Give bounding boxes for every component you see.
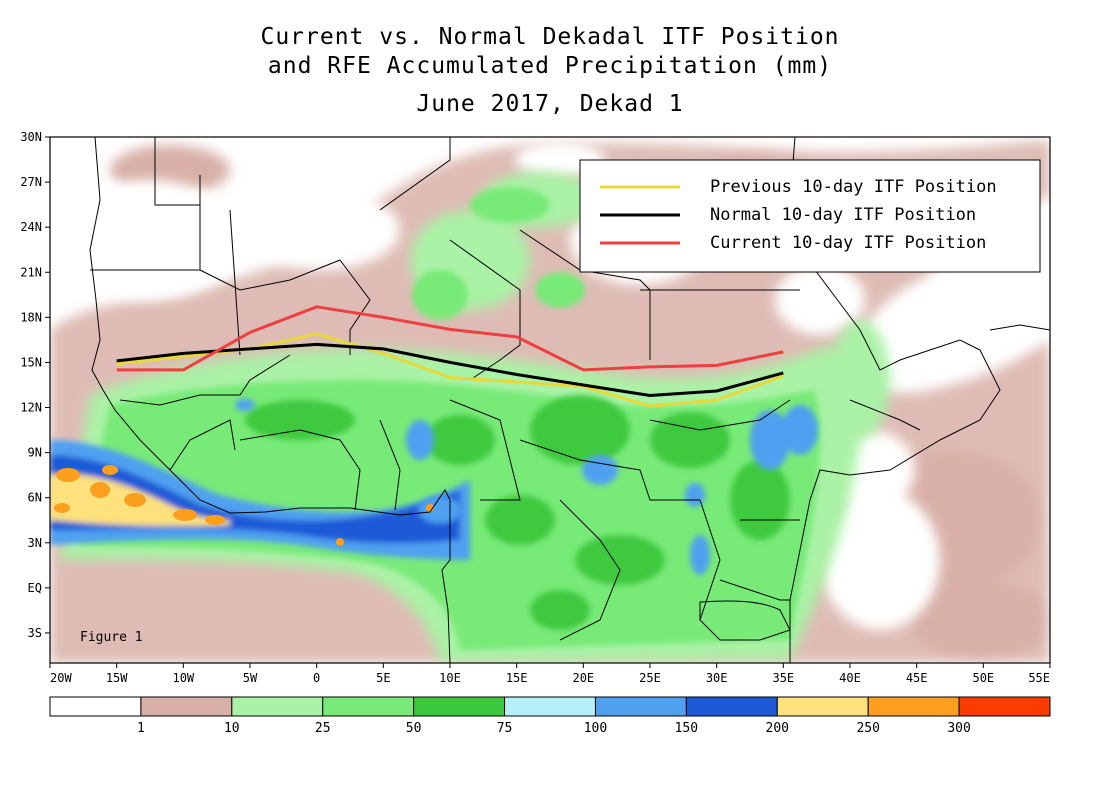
lon-tick-label: 10W: [172, 671, 194, 685]
lat-tick-label: EQ: [28, 581, 42, 595]
colorbar-swatch: [867, 696, 960, 717]
lon-tick-label: 20E: [572, 671, 594, 685]
colorbar-label: 200: [766, 721, 789, 736]
latitude-axis: 30N 27N 24N 21N 18N 15N 12N 9N 6N 3N EQ 3S: [20, 130, 50, 640]
colorbar-label: 150: [675, 721, 698, 736]
colorbar-swatch: [776, 696, 869, 717]
map-title-line2: and RFE Accumulated Precipitation (mm): [267, 53, 833, 79]
lon-tick-label: 20W: [50, 671, 72, 685]
lat-tick-label: 3S: [28, 626, 42, 640]
lon-tick-label: 0: [313, 671, 320, 685]
lon-tick-label: 5W: [243, 671, 258, 685]
lon-tick-label: 10E: [439, 671, 461, 685]
colorbar-swatch: [322, 696, 415, 717]
colorbar-swatch: [958, 696, 1051, 717]
legend-label-previous: Previous 10-day ITF Position: [710, 177, 997, 197]
colorbar-swatch: [140, 696, 233, 717]
colorbar-label: 75: [497, 721, 513, 736]
lat-tick-label: 30N: [20, 130, 42, 144]
legend-label-current: Current 10-day ITF Position: [710, 233, 986, 253]
colorbar-swatch: [504, 696, 596, 717]
colorbar-label: 25: [315, 721, 331, 736]
colorbar-swatch: [594, 696, 687, 717]
figure-label: Figure 1: [80, 630, 143, 645]
colorbar-label: 50: [406, 721, 422, 736]
precip-colorbar: 1 10 25 50 75 100 150 200 250 300: [49, 696, 1051, 736]
lat-tick-label: 15N: [20, 355, 42, 369]
longitude-axis: 20W 15W 10W 5W 0 5E 10E 15E 20E 25E 30E 35E 40E 45E 50…: [49, 663, 1051, 685]
country-borders: [89, 137, 1050, 663]
itf-line-previous: [116, 332, 784, 408]
map-title-line1: Current vs. Normal Dekadal ITF Position: [260, 24, 840, 50]
colorbar-label: 300: [947, 721, 970, 736]
lon-tick-label: 25E: [639, 671, 661, 685]
itf-lines: [116, 305, 784, 408]
colorbar-label: 100: [584, 721, 607, 736]
colorbar-label: 10: [224, 721, 240, 736]
lon-tick-label: 50E: [972, 671, 994, 685]
lat-tick-label: 12N: [20, 401, 42, 415]
lat-tick-label: 21N: [20, 265, 42, 279]
itf-line-current: [116, 305, 784, 372]
map-frame: [49, 136, 1051, 664]
itf-legend: Previous 10-day ITF Position Normal 10-d…: [579, 159, 1041, 273]
lat-tick-label: 9N: [28, 446, 42, 460]
lon-tick-label: 45E: [906, 671, 928, 685]
lon-tick-label: 40E: [839, 671, 861, 685]
lon-tick-label: 30E: [706, 671, 728, 685]
lon-tick-label: 15E: [506, 671, 528, 685]
itf-line-normal: [116, 342, 784, 397]
lat-tick-label: 6N: [28, 491, 42, 505]
lon-tick-label: 15W: [106, 671, 128, 685]
colorbar-swatch: [49, 696, 142, 717]
colorbar-swatch: [413, 696, 506, 717]
colorbar-swatch: [231, 696, 324, 717]
map-title-date: June 2017, Dekad 1: [416, 91, 684, 117]
lon-tick-label: 35E: [772, 671, 794, 685]
colorbar-swatch: [685, 696, 778, 717]
lon-tick-label: 5E: [376, 671, 390, 685]
lat-tick-label: 18N: [20, 310, 42, 324]
lat-tick-label: 27N: [20, 175, 42, 189]
colorbar-label: 250: [856, 721, 879, 736]
lat-tick-label: 3N: [28, 536, 42, 550]
lat-tick-label: 24N: [20, 220, 42, 234]
lon-tick-label: 55E: [1028, 671, 1050, 685]
colorbar-label: 1: [137, 721, 145, 736]
legend-label-normal: Normal 10-day ITF Position: [710, 205, 976, 225]
